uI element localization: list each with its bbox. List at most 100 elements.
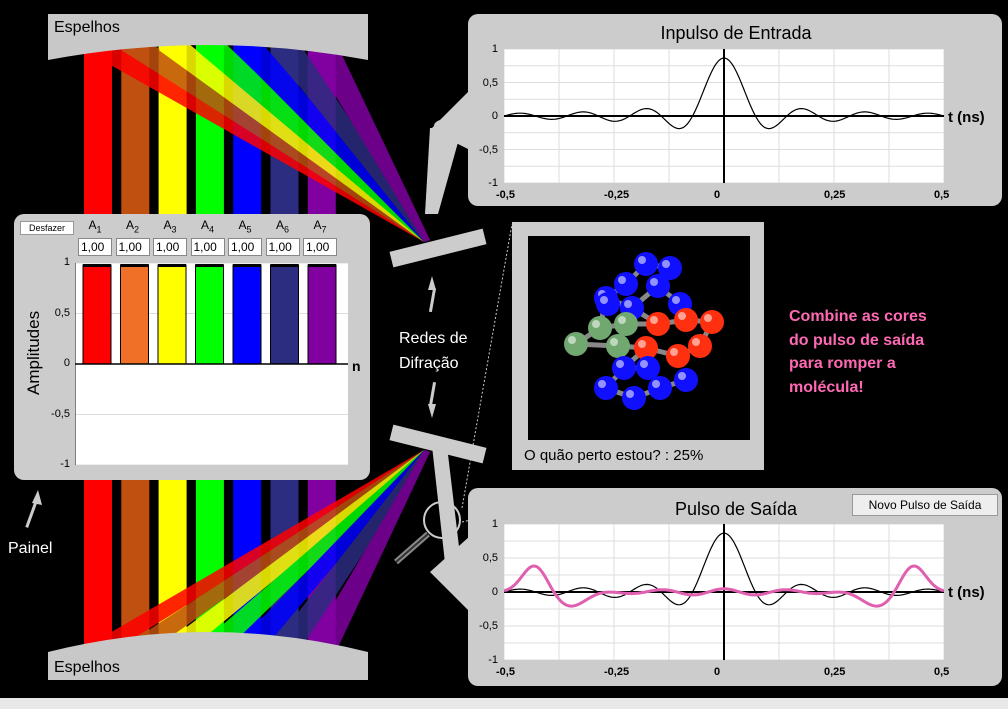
input-pulse-plot [503, 48, 945, 184]
amplitude-input[interactable]: 1,00 [303, 238, 337, 256]
output-pulse-title: Pulso de Saída [674, 499, 798, 519]
molecule-atom [596, 292, 620, 316]
amplitude-axis-label: Amplitudes [24, 310, 43, 395]
message-line: do pulso de saída [789, 331, 925, 349]
molecule-atom [634, 336, 658, 360]
amplitude-input[interactable]: 1,00 [115, 238, 150, 256]
top-mirror-label: Espelhos [54, 19, 120, 36]
molecule-atom [646, 312, 670, 336]
x-tick: -0,5 [496, 189, 515, 201]
y-tick: -1 [488, 177, 498, 189]
molecule-atom [588, 316, 612, 340]
amplitude-handle [308, 264, 336, 267]
fan-beam-top [233, 42, 430, 242]
x-tick: 0,5 [934, 666, 950, 678]
amplitude-handle [195, 264, 224, 267]
undo-button[interactable]: Desfazer [20, 221, 74, 235]
molecule-atom [646, 274, 670, 298]
message-line: molécula! [789, 378, 864, 396]
x-tick: 0,25 [824, 189, 846, 201]
y-tick: 0 [491, 110, 498, 122]
fan-beam-bottom [158, 450, 430, 652]
gratings-label-1: Redes de [399, 330, 468, 347]
new-output-pulse-button[interactable]: Novo Pulso de Saída [852, 494, 998, 516]
x-tick: -0,25 [604, 189, 630, 201]
amplitude-header: A5 [238, 218, 252, 235]
amplitude-header: A4 [200, 218, 215, 235]
molecule-atom [606, 334, 630, 358]
amplitude-handle [270, 264, 299, 267]
molecule-atom [648, 376, 672, 400]
amplitude-y-tick: -1 [60, 458, 70, 470]
y-tick: -0,5 [479, 143, 498, 156]
molecule-atom [614, 272, 638, 296]
top-rod [425, 128, 462, 214]
progress-label: O quão perto estou? : 25% [524, 447, 704, 464]
molecule-atom [622, 386, 646, 410]
beam-bottom [84, 480, 112, 650]
top-grating [389, 228, 487, 268]
y-tick: 1 [491, 43, 498, 55]
output-pulse-plot [503, 523, 945, 661]
bottom-grating [389, 424, 487, 464]
molecule-atom [594, 376, 618, 400]
gratings-label-2: Difração [399, 355, 459, 372]
amplitude-header: A1 [88, 218, 102, 235]
amplitude-input[interactable]: 1,00 [228, 238, 262, 256]
amplitude-input[interactable]: 1,00 [153, 238, 187, 256]
amplitude-handle [158, 264, 186, 267]
fan-beam-top [195, 42, 430, 242]
amplitude-handle [83, 264, 111, 267]
amplitude-y-tick: -0,5 [51, 407, 70, 420]
x-tick: -0,5 [496, 666, 515, 678]
amplitude-bar [82, 264, 112, 365]
amplitude-input[interactable]: 1,00 [265, 238, 300, 256]
molecule-view [528, 236, 750, 440]
fan-beam-bottom [84, 450, 430, 652]
y-tick: 1 [491, 518, 498, 530]
bottom-rod [432, 446, 462, 572]
y-tick: 0,5 [482, 552, 498, 564]
amplitude-bar [307, 264, 337, 365]
amplitude-bar [232, 264, 262, 365]
molecule-atom [634, 252, 658, 276]
output-x-axis-label: t (ns) [948, 584, 985, 601]
reference-pulse-curve [503, 532, 945, 606]
molecule-atom [636, 356, 660, 380]
input-pulse-title: Inpulso de Entrada [660, 23, 812, 43]
input-pulse-curve [503, 57, 945, 130]
magnifier-icon [394, 501, 461, 565]
amplitude-y-tick: 1 [63, 256, 70, 268]
amplitude-bar [270, 264, 299, 365]
amplitude-plot [74, 262, 348, 466]
grating-arrows [25, 276, 437, 528]
x-tick: 0,25 [824, 666, 846, 678]
molecule-atom [564, 332, 588, 356]
molecule-atom [666, 344, 690, 368]
fan-beam-top [84, 42, 430, 242]
molecule-atom [614, 312, 638, 336]
n-axis-label: n [352, 358, 361, 374]
fan-beam-bottom [270, 450, 430, 652]
status-strip [0, 698, 1008, 709]
amplitude-header: A2 [125, 218, 140, 235]
molecule-atom [674, 368, 698, 392]
amplitude-bar [195, 264, 224, 365]
output-pulse-curve [503, 564, 945, 608]
amplitude-input[interactable]: 1,00 [78, 238, 112, 256]
fan-beam-top [307, 42, 430, 242]
bottom-mirror [48, 632, 368, 680]
fan-beam-bottom [121, 450, 431, 652]
instruction-message: Combine as cores do pulso de saída para ro… [789, 305, 927, 399]
amplitude-input[interactable]: 1,00 [190, 238, 225, 256]
amplitude-header: A6 [275, 218, 290, 235]
fan-beam-top [158, 42, 430, 242]
amplitude-y-tick: 0,5 [54, 306, 70, 319]
x-tick: 0,5 [934, 189, 950, 201]
amplitude-header: A3 [163, 218, 177, 235]
y-tick: 0 [491, 586, 498, 598]
y-tick: -0,5 [479, 620, 498, 632]
x-tick: 0 [714, 189, 721, 201]
amplitude-bar [157, 264, 187, 365]
